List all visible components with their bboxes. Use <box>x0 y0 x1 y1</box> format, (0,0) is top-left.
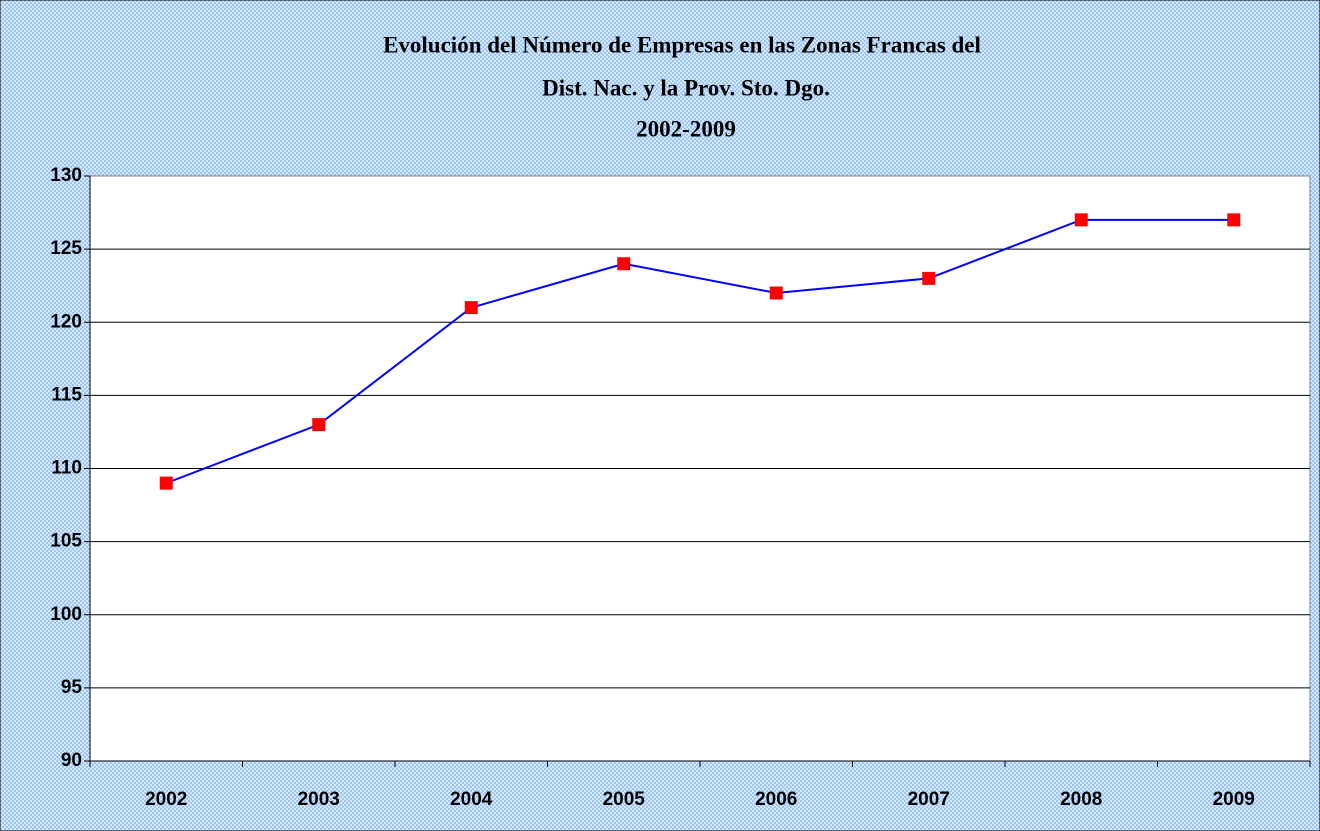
y-tick-label: 120 <box>50 311 82 332</box>
y-tick-label: 90 <box>61 750 82 771</box>
marker <box>464 301 478 315</box>
y-tick-label: 130 <box>50 165 82 186</box>
x-tick-label: 2006 <box>755 789 797 810</box>
y-tick-label: 125 <box>50 238 82 259</box>
x-tick-label: 2007 <box>908 789 950 810</box>
y-tick-label: 115 <box>51 384 82 405</box>
y-tick-label: 105 <box>50 531 82 552</box>
marker <box>617 257 631 271</box>
x-tick-label: 2002 <box>145 789 187 810</box>
marker <box>769 286 783 300</box>
marker <box>1074 213 1088 227</box>
x-tick-label: 2008 <box>1060 789 1102 810</box>
x-tick-label: 2009 <box>1213 789 1255 810</box>
marker <box>159 476 173 490</box>
chart-title: Evolución del Número de Empresas en las … <box>383 32 981 57</box>
series-line <box>165 218 1234 485</box>
chart-title: 2002-2009 <box>636 116 736 141</box>
y-tick-label: 95 <box>61 677 83 698</box>
x-tick-label: 2005 <box>603 789 646 810</box>
y-tick-label: 100 <box>50 604 82 625</box>
x-tick-label: 2003 <box>298 789 340 810</box>
chart-title: Dist. Nac. y la Prov. Sto. Dgo. <box>542 75 830 100</box>
marker <box>312 418 326 432</box>
marker <box>1227 213 1241 227</box>
x-tick-label: 2004 <box>450 789 493 810</box>
y-tick-label: 110 <box>51 458 82 479</box>
marker <box>922 271 936 285</box>
